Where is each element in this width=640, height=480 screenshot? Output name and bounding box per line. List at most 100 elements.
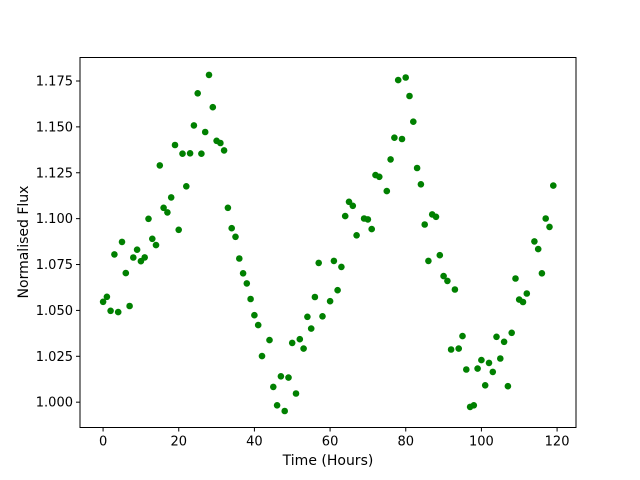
data-point [493,333,500,341]
data-point [497,355,504,362]
data-point [205,71,213,79]
data-point [394,76,402,84]
data-point [455,345,463,352]
data-point [122,269,130,277]
y-tick-label: 1.000 [36,396,73,411]
data-point [258,352,266,360]
data-point [519,298,527,306]
data-point [217,139,224,147]
y-tick-label: 1.150 [36,120,73,135]
data-point [236,255,243,262]
data-point [130,254,137,261]
data-point [451,286,459,293]
data-point [311,293,319,301]
data-point [160,204,167,212]
data-point [171,141,179,149]
data-point [149,235,156,243]
x-tick-label: 0 [99,435,107,450]
data-point [508,329,515,337]
data-point [542,215,549,222]
data-point [447,346,455,353]
data-point [107,307,114,315]
x-tick-label: 20 [170,435,187,450]
data-point [364,216,372,223]
data-point [300,345,307,352]
data-point [220,147,228,154]
y-tick-label: 1.050 [36,304,73,319]
data-point [247,295,254,303]
data-point [481,382,489,389]
data-point [126,302,133,310]
data-point [425,257,432,265]
data-point [326,297,334,305]
data-point [383,187,391,195]
data-point [145,215,152,223]
data-point [334,286,341,294]
data-point [410,118,417,125]
data-point [485,359,493,367]
data-point [103,293,111,301]
data-point [270,383,277,391]
data-point [500,338,508,346]
data-point [239,270,247,277]
data-point [406,92,413,100]
data-point [489,368,497,376]
data-point [99,298,107,306]
data-point [421,221,429,228]
plot-frame [79,57,577,428]
data-point [224,204,232,212]
data-point [474,365,481,372]
data-point [307,325,315,332]
data-point [114,308,122,316]
data-point [470,402,478,409]
data-point [398,135,406,143]
data-point [232,233,239,241]
data-point [243,280,251,287]
data-point [538,270,546,277]
data-point [436,251,444,259]
data-point [156,162,164,169]
data-point [152,241,160,249]
x-tick-label: 40 [246,435,263,450]
data-point [387,156,394,163]
data-point [179,150,186,157]
y-tick-label: 1.025 [36,350,73,365]
data-point [459,332,466,340]
data-point [164,209,171,216]
data-point [254,321,262,329]
data-point [292,390,300,397]
data-point [341,212,349,220]
data-point [440,272,447,280]
data-point [353,232,360,239]
x-tick-label: 60 [322,435,339,450]
data-point [413,164,421,172]
data-point [133,246,141,253]
data-point [432,213,440,221]
data-point [228,224,235,232]
data-point [167,194,175,201]
data-point [273,402,281,409]
data-point [444,277,451,285]
data-point [512,275,519,282]
y-axis-label: Normalised Flux [16,185,32,299]
data-point [504,382,512,390]
x-tick-label: 100 [469,435,494,450]
data-point [190,122,198,129]
data-point [304,313,311,321]
data-point [391,134,398,141]
data-point [209,103,217,111]
data-point [141,254,148,261]
y-tick-label: 1.175 [36,74,73,89]
data-point [266,336,273,344]
data-point [288,339,296,347]
data-point [296,335,304,343]
data-point [315,259,323,267]
data-point [531,238,538,245]
data-point [186,150,194,157]
data-point [251,311,258,319]
data-point [417,181,425,188]
data-point [534,245,542,253]
y-tick-label: 1.075 [36,258,73,273]
